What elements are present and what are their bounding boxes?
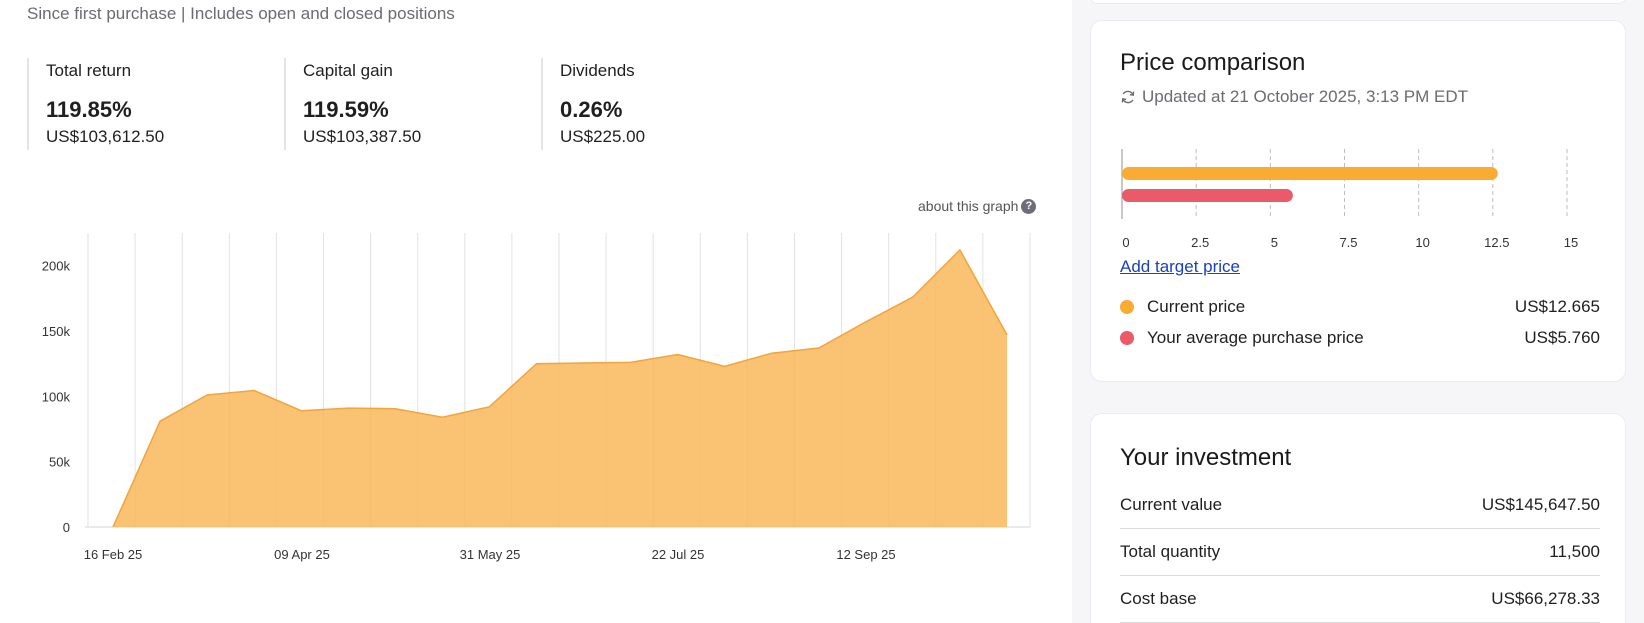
- performance-panel: Since first purchase | Includes open and…: [27, 4, 1037, 562]
- add-target-price-link[interactable]: Add target price: [1120, 257, 1241, 276]
- y-tick-label: 200k: [42, 259, 71, 274]
- stat-amount: US$225.00: [560, 127, 646, 146]
- legend-value: US$12.665: [1514, 297, 1600, 316]
- y-tick-label: 150k: [42, 324, 71, 339]
- stat-label: Capital gain: [303, 61, 393, 80]
- x-tick-label: 5: [1271, 235, 1278, 250]
- about-graph-label: about this graph: [918, 198, 1019, 214]
- price-comparison-title: Price comparison: [1120, 49, 1306, 76]
- stat-dividends: Dividends 0.26% US$225.00: [541, 58, 645, 150]
- updated-text: Updated at 21 October 2025, 3:13 PM EDT: [1142, 87, 1469, 106]
- area-line: [112, 248, 1008, 528]
- your-investment-card: Your investment Current value US$145,647…: [1090, 413, 1626, 623]
- legend-dot-average: [1120, 331, 1134, 345]
- investment-row-current-value: Current value US$145,647.50: [1120, 482, 1600, 529]
- question-icon[interactable]: ?: [1021, 198, 1037, 214]
- row-value: US$66,278.33: [1491, 589, 1600, 608]
- bar-average-price: [1122, 189, 1293, 202]
- legend-name: Current price: [1147, 297, 1246, 316]
- y-tick-label: 100k: [42, 389, 71, 404]
- x-tick-label: 15: [1564, 235, 1578, 250]
- x-tick-label: 12 Sep 25: [836, 547, 895, 562]
- stat-percent: 0.26%: [560, 97, 623, 122]
- x-tick-label: 09 Apr 25: [274, 547, 330, 562]
- row-label: Current value: [1120, 495, 1223, 514]
- investment-title: Your investment: [1120, 444, 1292, 471]
- legend-value: US$5.760: [1524, 328, 1600, 347]
- stat-percent: 119.85%: [46, 97, 132, 122]
- x-tick-label: 16 Feb 25: [84, 547, 143, 562]
- x-tick-label: 22 Jul 25: [652, 547, 705, 562]
- stat-percent: 119.59%: [303, 97, 389, 122]
- investment-row-cost-base: Cost base US$66,278.33: [1120, 576, 1600, 623]
- x-tick-label: 31 May 25: [460, 547, 521, 562]
- x-tick-label: 0: [1122, 235, 1129, 250]
- row-value: US$145,647.50: [1481, 495, 1600, 514]
- refresh-icon[interactable]: [1120, 89, 1136, 105]
- stat-label: Dividends: [560, 61, 635, 80]
- previous-card: [1090, 0, 1626, 4]
- row-value: 11,500: [1549, 542, 1600, 561]
- legend-dot-current: [1120, 300, 1134, 314]
- y-tick-label: 50k: [49, 455, 70, 470]
- side-panel: Price comparison Updated at 21 October 2…: [1072, 0, 1644, 623]
- y-tick-label: 0: [63, 520, 70, 535]
- investment-row-total-quantity: Total quantity 11,500: [1120, 529, 1600, 576]
- about-graph-link[interactable]: about this graph ?: [918, 198, 1037, 214]
- price-comparison-card: Price comparison Updated at 21 October 2…: [1090, 20, 1626, 382]
- row-label: Total quantity: [1120, 542, 1221, 561]
- area-fill: [113, 250, 1007, 527]
- legend-current-price: Current price US$12.665: [1120, 297, 1600, 317]
- performance-subtitle: Since first purchase | Includes open and…: [27, 4, 455, 23]
- legend-average-price: Your average purchase price US$5.760: [1120, 328, 1600, 348]
- bar-current-price: [1122, 167, 1498, 180]
- legend-name: Your average purchase price: [1147, 328, 1364, 347]
- row-label: Cost base: [1120, 589, 1197, 608]
- return-area-chart: 0 50k 100k 150k 200k 16 Feb 25 09 Apr 25 31 May…: [42, 233, 1031, 562]
- x-tick-label: 12.5: [1484, 235, 1509, 250]
- updated-timestamp: Updated at 21 October 2025, 3:13 PM EDT: [1120, 87, 1468, 107]
- stat-label: Total return: [46, 61, 132, 80]
- stat-amount: US$103,387.50: [303, 127, 422, 146]
- x-tick-label: 7.5: [1339, 235, 1357, 250]
- price-bar-chart: 0 2.5 5 7.5 10 12.5 15: [1121, 149, 1578, 250]
- stat-amount: US$103,612.50: [46, 127, 165, 146]
- stat-capital-gain: Capital gain 119.59% US$103,387.50: [284, 58, 421, 150]
- stat-total-return: Total return 119.85% US$103,612.50: [27, 58, 164, 150]
- x-tick-label: 2.5: [1191, 235, 1209, 250]
- x-tick-label: 10: [1415, 235, 1429, 250]
